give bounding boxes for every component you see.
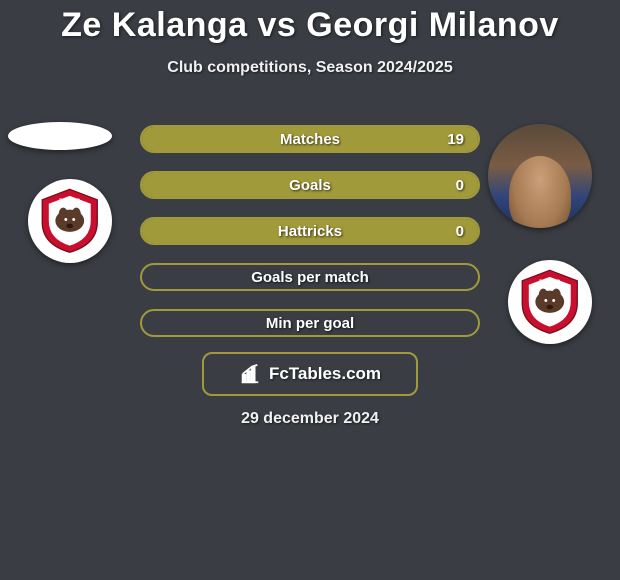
left-club-badge: DINAMO xyxy=(28,179,112,263)
comparison-bars: Matches19Goals0Hattricks0Goals per match… xyxy=(140,125,480,355)
subtitle: Club competitions, Season 2024/2025 xyxy=(0,59,620,77)
bar-value-right: 0 xyxy=(456,219,464,243)
chart-bar-icon xyxy=(239,363,261,385)
bar-value-right: 19 xyxy=(447,127,464,151)
bar-row: Min per goal xyxy=(140,309,480,337)
player-face-placeholder xyxy=(509,156,571,228)
bar-label: Min per goal xyxy=(142,311,478,335)
bar-row: Goals0 xyxy=(140,171,480,199)
bar-row: Hattricks0 xyxy=(140,217,480,245)
bar-label: Matches xyxy=(142,127,478,151)
right-club-badge: DINAMO xyxy=(508,260,592,344)
bar-label: Goals xyxy=(142,173,478,197)
right-player-avatar xyxy=(488,124,592,228)
bar-row: Goals per match xyxy=(140,263,480,291)
brand-text: FcTables.com xyxy=(269,364,381,384)
bar-value-right: 0 xyxy=(456,173,464,197)
left-player-avatar xyxy=(8,122,112,150)
page-title: Ze Kalanga vs Georgi Milanov xyxy=(0,0,620,45)
svg-text:DINAMO: DINAMO xyxy=(59,199,80,205)
bar-row: Matches19 xyxy=(140,125,480,153)
date-label: 29 december 2024 xyxy=(0,410,620,428)
brand-box: FcTables.com xyxy=(202,352,418,396)
svg-text:DINAMO: DINAMO xyxy=(539,280,560,286)
bar-label: Goals per match xyxy=(142,265,478,289)
bar-label: Hattricks xyxy=(142,219,478,243)
